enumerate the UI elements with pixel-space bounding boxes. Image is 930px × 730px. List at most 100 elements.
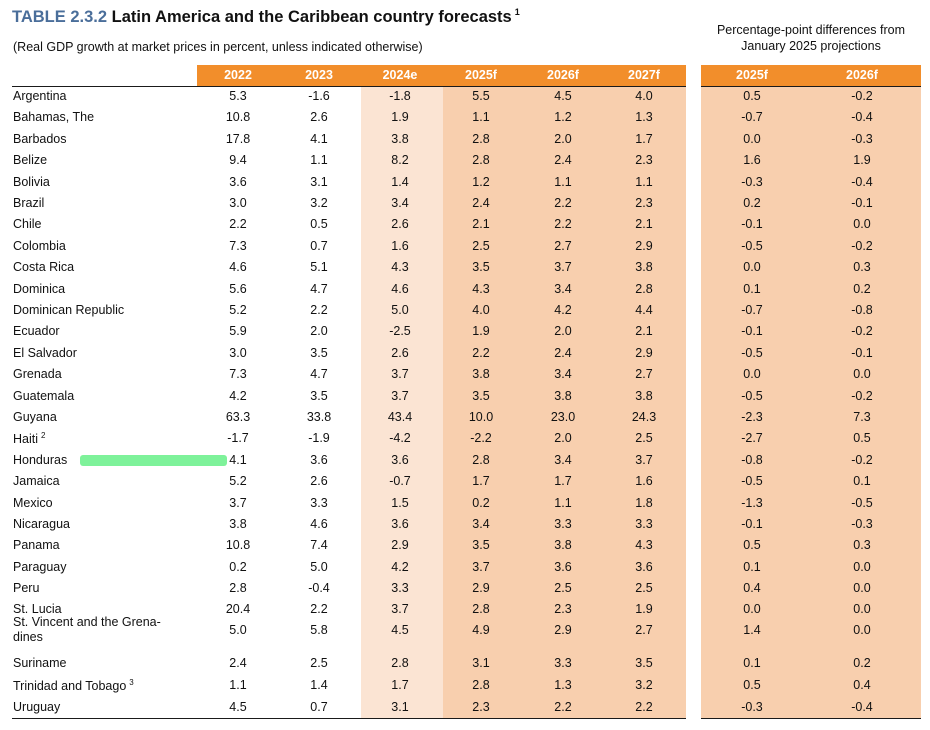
difference-cell: -0.2 [851, 453, 873, 467]
value-cell: 2.9 [554, 623, 572, 637]
value-cell: 2.8 [472, 132, 490, 146]
value-cell: 4.6 [391, 282, 409, 296]
value-cell: 2.9 [472, 581, 490, 595]
value-cell: 4.0 [472, 303, 490, 317]
value-cell: 23.0 [550, 410, 576, 424]
country-name: Chile [13, 217, 42, 231]
difference-cell: 1.9 [853, 153, 871, 167]
value-cell: 2.9 [635, 239, 653, 253]
difference-cell: 0.4 [743, 581, 761, 595]
country-name: Haiti 2 [13, 431, 46, 446]
value-cell: 3.8 [635, 389, 653, 403]
value-cell: 1.7 [391, 678, 409, 692]
value-cell: 3.1 [472, 656, 490, 670]
value-cell: 4.7 [310, 282, 328, 296]
value-cell: 3.3 [635, 517, 653, 531]
value-cell: 2.3 [472, 700, 490, 714]
table-label: TABLE 2.3.2 [12, 8, 108, 26]
value-cell: 4.2 [391, 560, 409, 574]
difference-cell: -0.5 [741, 474, 763, 488]
value-cell: 2.7 [635, 367, 653, 381]
value-cell: 4.5 [391, 623, 409, 637]
value-cell: 3.1 [310, 175, 328, 189]
country-name: El Salvador [13, 346, 77, 360]
value-cell: 1.7 [554, 474, 572, 488]
value-cell: 5.9 [229, 324, 247, 338]
value-cell: 3.8 [472, 367, 490, 381]
col-header-2023: 2023 [305, 68, 333, 82]
value-cell: 3.3 [554, 517, 572, 531]
value-cell: 1.7 [635, 132, 653, 146]
difference-cell: -0.7 [741, 110, 763, 124]
difference-cell: -0.8 [741, 453, 763, 467]
difference-cell: 0.0 [853, 367, 871, 381]
value-cell: 5.0 [310, 560, 328, 574]
value-cell: -0.4 [308, 581, 330, 595]
country-name: Belize [13, 153, 48, 167]
difference-cell: 0.5 [853, 431, 871, 445]
difference-cell: 0.2 [743, 196, 761, 210]
difference-cell: -0.5 [741, 346, 763, 360]
country-name: Honduras [13, 453, 68, 467]
forecast-columns-band [443, 86, 686, 718]
value-cell: 3.6 [635, 560, 653, 574]
value-cell: -1.9 [308, 431, 330, 445]
value-cell: 2.6 [310, 474, 328, 488]
difference-cell: 0.0 [853, 560, 871, 574]
value-cell: -2.2 [470, 431, 492, 445]
value-cell: 3.3 [310, 496, 328, 510]
value-cell: 1.6 [391, 239, 409, 253]
difference-cell: 0.2 [853, 282, 871, 296]
value-cell: 10.8 [225, 110, 251, 124]
value-cell: 3.3 [391, 581, 409, 595]
value-cell: 1.9 [472, 324, 490, 338]
value-cell: 10.0 [468, 410, 494, 424]
value-cell: 24.3 [631, 410, 657, 424]
value-cell: 1.8 [635, 496, 653, 510]
value-cell: -1.7 [227, 431, 249, 445]
value-cell: 2.0 [554, 324, 572, 338]
col-header-2027f: 2027f [628, 68, 660, 82]
value-cell: 5.6 [229, 282, 247, 296]
value-cell: 1.7 [472, 474, 490, 488]
value-cell: 2.2 [554, 700, 572, 714]
highlight-mark [80, 455, 227, 466]
value-cell: 3.8 [635, 260, 653, 274]
value-cell: 1.3 [635, 110, 653, 124]
value-cell: 4.0 [635, 89, 653, 103]
value-cell: 10.8 [225, 538, 251, 552]
value-cell: 5.2 [229, 474, 247, 488]
value-cell: 3.6 [391, 517, 409, 531]
value-cell: 3.7 [391, 602, 409, 616]
difference-cell: -0.1 [851, 196, 873, 210]
col-header-2025f: 2025f [465, 68, 497, 82]
bottom-rule-left [12, 718, 686, 719]
difference-cell: -1.3 [741, 496, 763, 510]
value-cell: 3.7 [391, 367, 409, 381]
value-cell: 1.3 [554, 678, 572, 692]
value-cell: 3.4 [554, 453, 572, 467]
country-name: Brazil [13, 196, 45, 210]
value-cell: -2.5 [389, 324, 411, 338]
country-name: Guyana [13, 410, 57, 424]
difference-cell: -0.5 [741, 389, 763, 403]
value-cell: 3.7 [554, 260, 572, 274]
country-name: Costa Rica [13, 260, 75, 274]
value-cell: 1.2 [554, 110, 572, 124]
difference-cell: -0.3 [741, 700, 763, 714]
value-cell: 1.1 [472, 110, 490, 124]
value-cell: 0.7 [310, 700, 328, 714]
value-cell: 4.9 [472, 623, 490, 637]
value-cell: 3.5 [310, 346, 328, 360]
value-cell: 2.1 [472, 217, 490, 231]
value-cell: 3.6 [554, 560, 572, 574]
country-name: Suriname [13, 656, 67, 670]
difference-cell: 0.1 [743, 656, 761, 670]
difference-cell: 0.0 [743, 260, 761, 274]
value-cell: 0.2 [229, 560, 247, 574]
value-cell: 3.1 [391, 700, 409, 714]
value-cell: 3.4 [391, 196, 409, 210]
value-cell: 4.1 [229, 453, 247, 467]
value-cell: 7.4 [310, 538, 328, 552]
value-cell: 3.5 [472, 389, 490, 403]
